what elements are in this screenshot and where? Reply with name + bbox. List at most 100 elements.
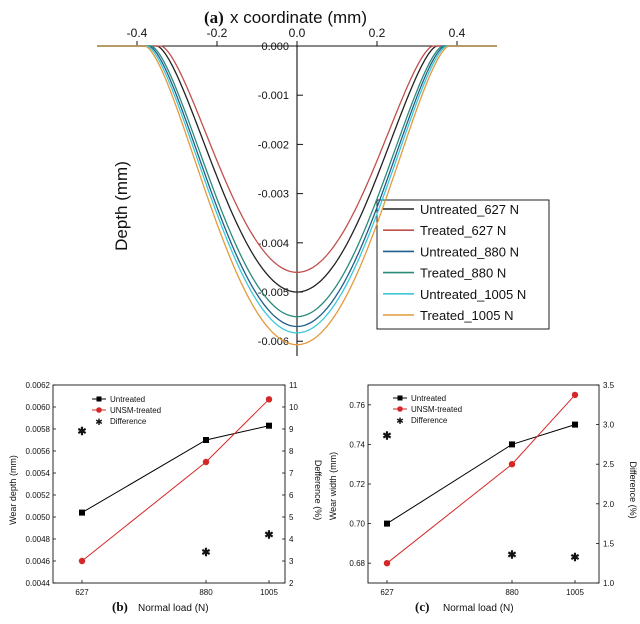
panel-a-legend-label: Treated_1005 N <box>420 308 513 323</box>
panel-a-series-line-2 <box>97 45 497 273</box>
pb-right-tick-label: 7 <box>289 469 294 478</box>
pc-point-circle <box>508 461 516 468</box>
pb-left-tick-label: 0.0060 <box>26 403 51 412</box>
panel-c-x-axis-label: Normal load (N) <box>443 603 514 614</box>
pc-point-square <box>384 520 390 527</box>
panel-b-wear-depth-chart: Wear depth (mm) Defference (%) (b) Norma… <box>8 381 323 614</box>
panel-a-series-line-4 <box>97 45 497 318</box>
panel-a-depth-profile-chart: (a) x coordinate (mm) Depth (mm) Untreat… <box>97 8 550 356</box>
pb-left-tick-label: 0.0052 <box>26 491 51 500</box>
pb-right-tick-label: 4 <box>289 535 294 544</box>
pc-right-tick-label: 1.5 <box>603 539 615 548</box>
pb-right-tick-label: 11 <box>289 381 298 390</box>
panel-a-legend-label: Untreated_627 N <box>420 202 519 217</box>
panel-a-legend-label: Treated_880 N <box>420 266 506 281</box>
pc-left-tick-label: 0.74 <box>349 440 365 449</box>
pb-right-tick-label: 2 <box>289 579 294 588</box>
panel-b-x-axis-label: Normal load (N) <box>138 603 209 614</box>
panel-a-legend-label: Untreated_880 N <box>420 244 519 259</box>
pc-legend-label: Difference <box>411 416 448 425</box>
panel-a-y-tick-label: -0.001 <box>258 90 289 102</box>
pb-legend-label: Difference <box>110 417 147 426</box>
pc-right-tick-label: 2.5 <box>603 460 615 469</box>
pc-point-circle <box>383 560 391 567</box>
pb-legend-swatch-circle <box>96 407 102 413</box>
panel-c-right-axis-label: Difference (%) <box>628 461 638 518</box>
panel-a-caption-letter: (a) <box>204 8 224 27</box>
pb-left-tick-label: 0.0056 <box>26 447 51 456</box>
pb-x-tick-label: 880 <box>199 588 213 597</box>
pc-right-tick-label: 3.0 <box>603 421 615 430</box>
panel-a-x-tick-label: 0.0 <box>289 26 306 40</box>
pb-point-circle <box>202 458 210 466</box>
pb-right-tick-label: 8 <box>289 447 294 456</box>
pb-right-tick-label: 6 <box>289 491 294 500</box>
pb-left-tick-label: 0.0062 <box>26 381 51 390</box>
pb-x-tick-label: 627 <box>75 588 89 597</box>
pb-left-tick-label: 0.0048 <box>26 535 51 544</box>
panel-b-right-axis-label: Defference (%) <box>313 460 323 520</box>
pc-left-tick-label: 0.68 <box>349 559 365 568</box>
panel-a-y-tick-label: -0.006 <box>258 336 289 348</box>
pc-left-tick-label: 0.76 <box>349 401 365 410</box>
panel-a-y-tick-label: 0.000 <box>261 41 289 53</box>
panel-a-x-tick-label: -0.4 <box>127 26 148 40</box>
panel-a-y-tick-label: -0.003 <box>258 189 289 201</box>
pc-point-star: ✱ <box>570 552 579 564</box>
pb-left-tick-label: 0.0046 <box>26 557 51 566</box>
panel-a-legend-box <box>376 199 550 330</box>
pc-right-tick-label: 2.0 <box>603 500 615 509</box>
pc-left-tick-label: 0.72 <box>349 480 365 489</box>
panel-a-series-line-6 <box>97 45 497 346</box>
pb-point-circle <box>265 396 273 403</box>
panel-b-y-axis-label: Wear depth (mm) <box>8 455 18 525</box>
pc-point-circle <box>571 391 579 399</box>
pc-point-star: ✱ <box>507 549 516 561</box>
pc-legend-swatch-square <box>397 395 403 401</box>
pb-left-tick-label: 0.0044 <box>26 579 51 588</box>
pc-series-line-1 <box>386 424 576 525</box>
pc-legend-label: Untreated <box>411 394 446 403</box>
pb-legend-label: Untreated <box>110 395 145 404</box>
pb-legend-swatch-star: ✱ <box>95 417 103 427</box>
panel-a-legend-label: Untreated_1005 N <box>420 287 526 302</box>
pb-x-tick-label: 1005 <box>260 588 278 597</box>
panel-c-y-axis-label: Wear width (mm) <box>328 452 338 520</box>
pb-right-tick-label: 5 <box>289 513 294 522</box>
panel-a-caption-text: x coordinate (mm) <box>230 8 367 27</box>
pc-x-tick-label: 627 <box>380 588 394 597</box>
pc-left-tick-label: 0.70 <box>349 520 365 529</box>
panel-a-series-line-1 <box>97 45 497 293</box>
pb-point-star: ✱ <box>264 530 273 542</box>
pc-plot-frame <box>367 384 600 584</box>
panel-a-y-axis-label: Depth (mm) <box>112 161 131 251</box>
pc-x-tick-label: 880 <box>505 588 519 597</box>
panel-a-x-tick-label: -0.2 <box>207 26 228 40</box>
pc-point-square <box>509 441 515 448</box>
pb-series-line-1 <box>81 425 270 514</box>
panel-b-caption-letter: (b) <box>112 599 128 614</box>
pc-legend-swatch-circle <box>397 406 403 412</box>
pc-point-star: ✱ <box>382 431 391 443</box>
panel-a-x-tick-label: 0.4 <box>449 26 466 40</box>
pb-right-tick-label: 9 <box>289 425 294 434</box>
panel-a-y-tick-label: -0.004 <box>258 238 289 250</box>
panel-a-series-line-5 <box>97 45 497 334</box>
panel-c-wear-width-chart: Wear width (mm) Difference (%) (c) Norma… <box>328 381 638 614</box>
pb-right-tick-label: 10 <box>289 403 298 412</box>
pb-point-star: ✱ <box>77 426 86 438</box>
panel-c-caption-letter: (c) <box>415 599 429 614</box>
panel-a-y-tick-label: -0.002 <box>258 139 289 151</box>
pb-point-circle <box>78 557 86 565</box>
pc-right-tick-label: 3.5 <box>603 381 615 390</box>
panel-a-legend: Untreated_627 N Treated_627 N Untreated_88… <box>383 202 526 323</box>
panel-a-series-line-3 <box>97 45 497 328</box>
pb-left-tick-label: 0.0054 <box>26 469 51 478</box>
pc-legend-label: UNSM-treated <box>411 405 462 414</box>
pb-legend-label: UNSM-treated <box>110 406 161 415</box>
pb-legend-swatch-square <box>96 396 102 402</box>
pc-legend-swatch-star: ✱ <box>396 416 404 426</box>
panel-a-legend-label: Treated_627 N <box>420 223 506 238</box>
pb-left-tick-label: 0.0058 <box>26 425 51 434</box>
